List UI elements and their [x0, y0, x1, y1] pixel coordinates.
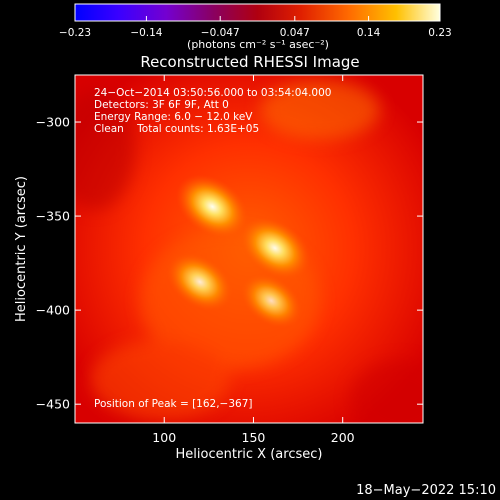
y-tick-label: −300: [36, 115, 70, 130]
emission-source: [240, 273, 303, 329]
x-tick-label: 200: [331, 430, 355, 445]
colorbar-ticks: −0.23 −0.14 −0.047 0.047 0.14 0.23: [59, 16, 452, 39]
emission-source: [176, 174, 249, 239]
emission-source: [166, 252, 234, 312]
x-tick-label: 150: [242, 430, 266, 445]
annotation-block: 24−Oct−2014 03:50:56.000 to 03:54:04.000…: [94, 87, 331, 135]
colorbar: [74, 3, 441, 22]
colorbar-tick-label: −0.047: [201, 27, 240, 39]
x-tick-label: 100: [152, 430, 176, 445]
chart-title: Reconstructed RHESSI Image: [140, 53, 359, 71]
y-tick-label: −400: [36, 303, 70, 318]
y-tick-label: −350: [36, 209, 70, 224]
x-axis-ticks: 100 150 200: [152, 75, 355, 445]
y-tick-label: −450: [36, 397, 70, 412]
annotation-line: Clean Total counts: 1.63E+05: [94, 123, 259, 135]
peak-position-label: Position of Peak = [162,−367]: [94, 398, 253, 410]
annotation-line: Detectors: 3F 6F 9F, Att 0: [94, 99, 229, 111]
colorbar-unit-label: (photons cm⁻² s⁻¹ asec⁻²): [187, 38, 329, 51]
annotation-line: Energy Range: 6.0 − 12.0 keV: [94, 111, 253, 123]
y-axis-label: Heliocentric Y (arcsec): [14, 176, 29, 322]
colorbar-tick-label: 0.23: [428, 27, 451, 39]
annotation-line: 24−Oct−2014 03:50:56.000 to 03:54:04.000: [94, 87, 331, 99]
footer-timestamp: 18−May−2022 15:10: [356, 483, 496, 498]
plot-frame: [74, 74, 424, 424]
colorbar-tick-label: −0.23: [59, 27, 91, 39]
x-axis-label: Heliocentric X (arcsec): [176, 447, 323, 462]
colorbar-tick-label: −0.14: [130, 27, 162, 39]
y-axis-ticks: −300 −350 −400 −450: [36, 115, 423, 412]
colorbar-tick-label: 0.14: [357, 27, 381, 39]
emission-source: [239, 216, 311, 280]
heatmap-image: [75, 75, 423, 423]
colorbar-tick-label: 0.047: [280, 27, 310, 39]
